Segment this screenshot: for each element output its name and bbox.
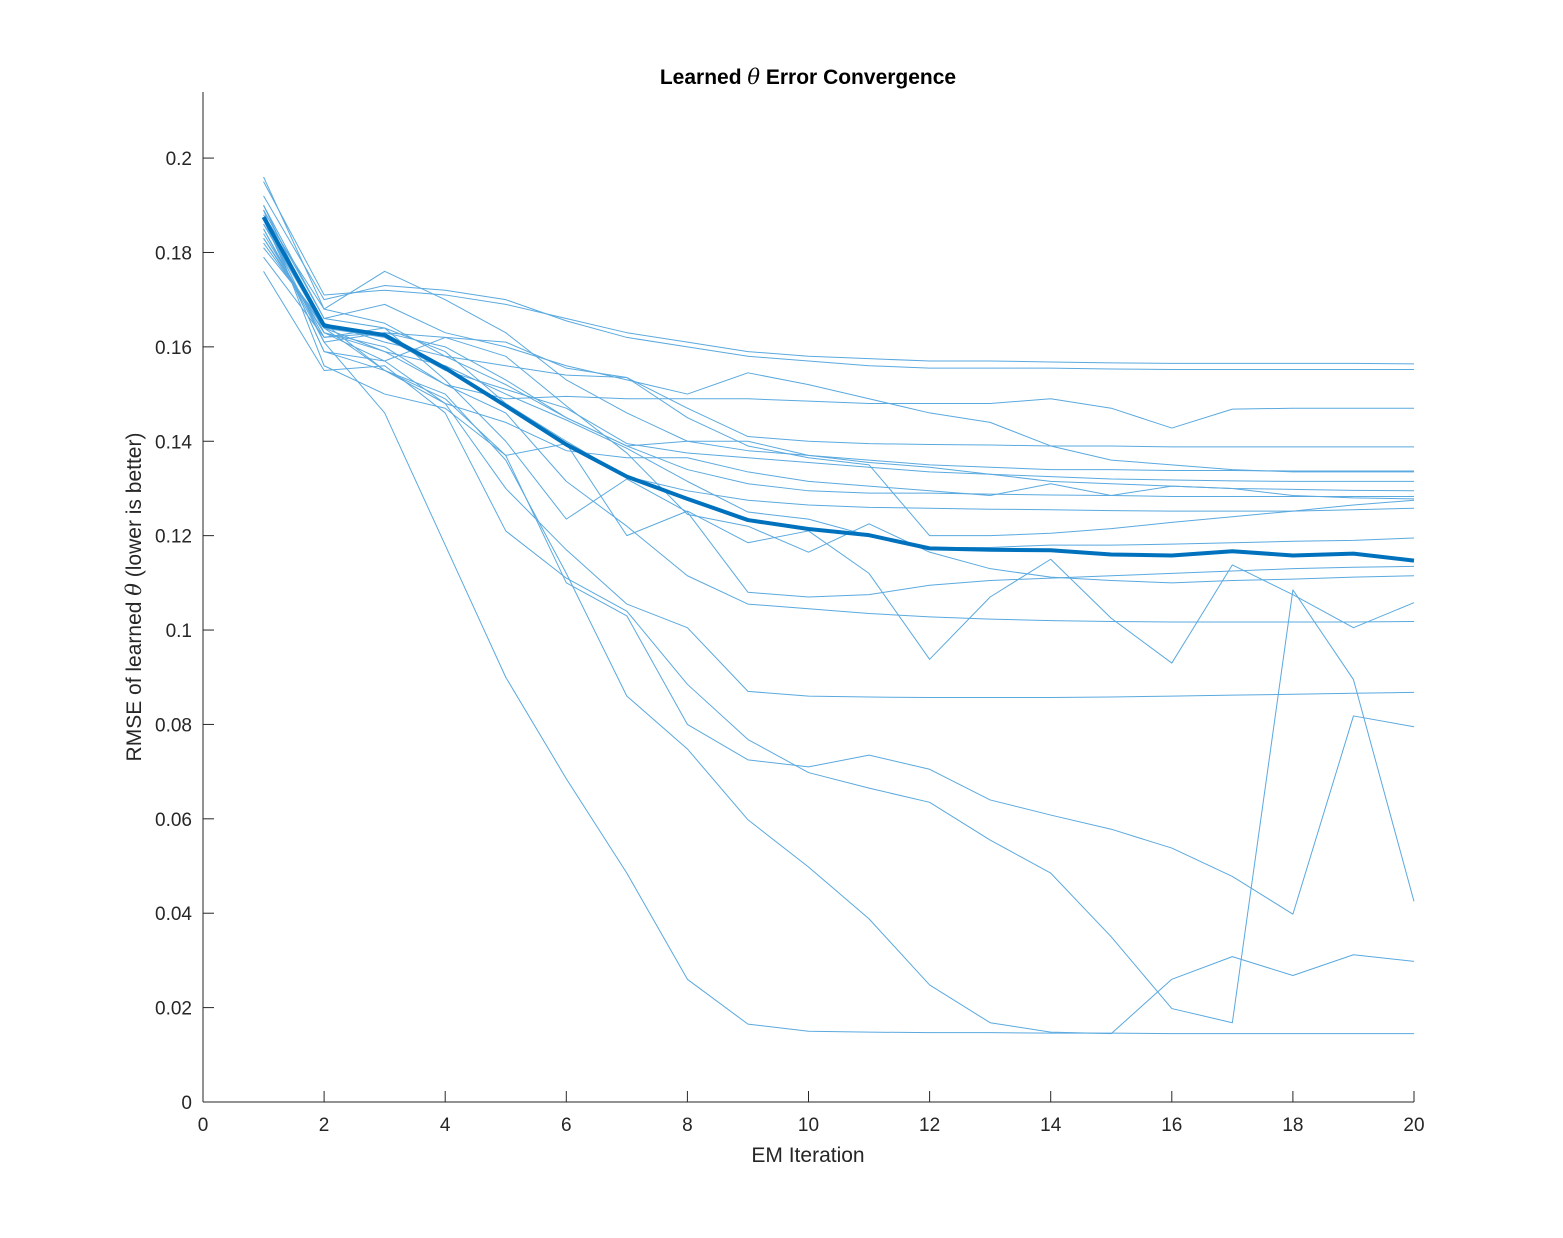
x-tick-label: 2 [319,1115,330,1136]
chart-title: Learned θ Error Convergence [660,65,956,89]
y-tick-label: 0.18 [155,243,192,264]
y-tick-label: 0.2 [166,149,192,170]
chart-title-prefix: Learned [660,66,748,89]
chart-title-suffix: Error Convergence [760,66,956,89]
series-line-11 [263,205,1415,512]
series-line-18 [263,205,1415,699]
y-axis-label: RMSE of learned θ (lower is better) [122,433,146,762]
series-line-2 [263,195,1414,371]
y-tick-label: 0.08 [155,715,192,736]
series-line-16 [263,228,1415,598]
series-line-15 [263,219,1415,664]
series-line-19 [263,209,1415,915]
x-tick-label: 20 [1403,1115,1424,1136]
series-line-5 [263,176,1414,472]
series-line-22 [263,219,1414,1035]
series-line-3 [263,209,1414,473]
x-tick-label: 16 [1161,1115,1182,1136]
y-axis-ticks: 0 0.02 0.04 0.06 0.08 0.1 0.12 0.14 0.16 0.18 0.2 [155,149,214,1114]
x-axis-label: EM Iteration [751,1144,864,1167]
x-tick-label: 4 [440,1115,451,1136]
y-tick-label: 0.14 [155,432,192,453]
series-line-13 [263,242,1415,548]
y-axis-label-theta: θ [122,583,146,596]
y-tick-label: 0.06 [155,810,192,831]
series-line-1 [263,181,1415,365]
series-line-17 [263,238,1415,623]
y-tick-label: 0 [181,1093,192,1114]
x-axis-ticks: 0 2 4 6 8 10 12 14 16 18 20 [198,1091,1425,1136]
series-line-12 [263,219,1415,537]
x-tick-label: 6 [561,1115,572,1136]
y-tick-label: 0.04 [155,904,192,925]
series-line-6 [263,233,1414,429]
y-tick-label: 0.02 [155,999,192,1020]
x-tick-label: 14 [1040,1115,1062,1136]
mean-line [261,216,1415,563]
y-axis-label-prefix: RMSE of learned [123,596,146,762]
x-tick-label: 8 [682,1115,693,1136]
x-tick-label: 12 [919,1115,940,1136]
y-axis-label-suffix: (lower is better) [123,433,146,584]
chart-title-theta: θ [747,65,760,89]
y-tick-label: 0.16 [155,338,192,359]
series-line-20 [263,223,1415,1035]
series-line-4 [263,223,1414,448]
series-line-7 [263,238,1414,482]
mean-layer [261,216,1415,563]
series-layer [263,176,1415,1035]
series-line-9 [263,247,1415,500]
series-line-21 [263,271,1415,1024]
series-line-10 [263,228,1414,497]
x-tick-label: 10 [798,1115,819,1136]
series-line-8 [263,214,1415,492]
y-tick-label: 0.1 [166,621,192,642]
x-tick-label: 0 [198,1115,209,1136]
x-tick-label: 18 [1282,1115,1303,1136]
y-tick-label: 0.12 [155,527,192,548]
